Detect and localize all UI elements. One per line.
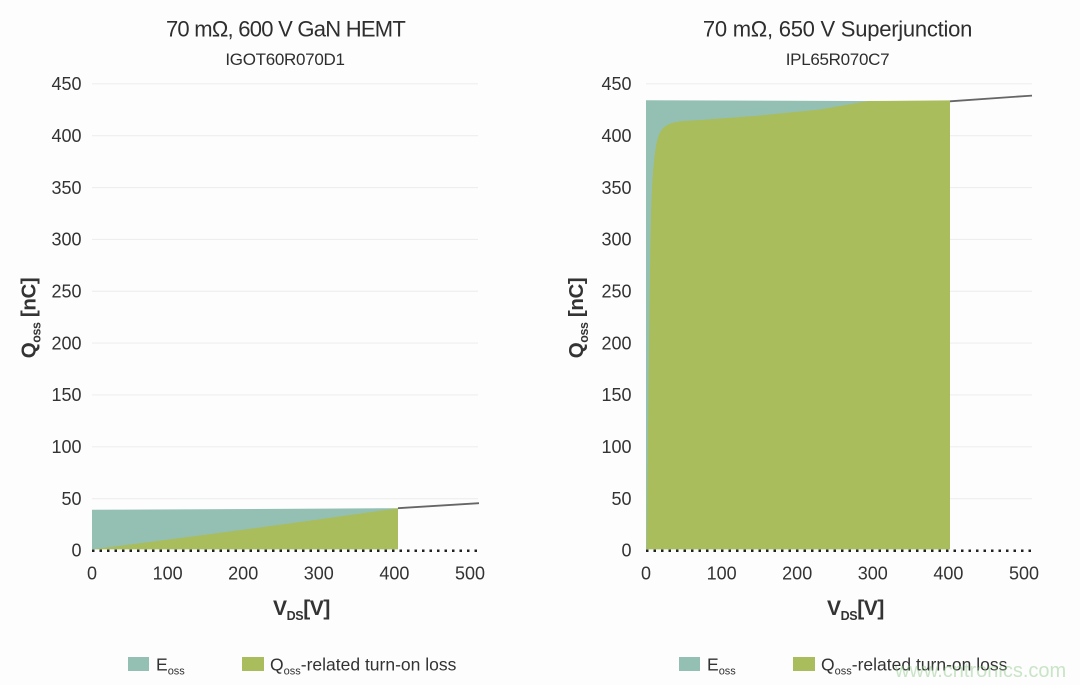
svg-text:150: 150 bbox=[601, 385, 631, 405]
svg-text:100: 100 bbox=[707, 564, 737, 584]
svg-text:200: 200 bbox=[51, 333, 81, 353]
svg-text:50: 50 bbox=[61, 489, 81, 509]
svg-text:0: 0 bbox=[71, 541, 81, 561]
svg-text:450: 450 bbox=[601, 74, 631, 94]
svg-text:0: 0 bbox=[621, 541, 631, 561]
svg-text:400: 400 bbox=[379, 564, 409, 584]
svg-text:250: 250 bbox=[51, 281, 81, 301]
svg-text:300: 300 bbox=[858, 564, 888, 584]
svg-text:100: 100 bbox=[153, 564, 183, 584]
svg-text:400: 400 bbox=[933, 564, 963, 584]
svg-text:300: 300 bbox=[51, 230, 81, 250]
svg-text:500: 500 bbox=[455, 564, 485, 584]
svg-text:Qoss [nC]: Qoss [nC] bbox=[565, 278, 591, 359]
svg-text:400: 400 bbox=[601, 126, 631, 146]
svg-text:70 mΩ, 650 V Superjunction: 70 mΩ, 650 V Superjunction bbox=[703, 17, 972, 42]
svg-text:200: 200 bbox=[228, 564, 258, 584]
svg-text:450: 450 bbox=[51, 74, 81, 94]
svg-text:200: 200 bbox=[601, 333, 631, 353]
svg-text:400: 400 bbox=[51, 126, 81, 146]
svg-text:Qoss [nC]: Qoss [nC] bbox=[18, 278, 44, 359]
svg-text:50: 50 bbox=[611, 489, 631, 509]
svg-text:Qoss-related turn-on loss: Qoss-related turn-on loss bbox=[821, 655, 1008, 678]
svg-text:0: 0 bbox=[641, 564, 651, 584]
svg-text:www.cntronics.com: www.cntronics.com bbox=[894, 660, 1066, 682]
svg-text:200: 200 bbox=[782, 564, 812, 584]
svg-text:350: 350 bbox=[601, 178, 631, 198]
svg-text:150: 150 bbox=[51, 385, 81, 405]
svg-text:100: 100 bbox=[601, 437, 631, 457]
svg-text:Qoss-related turn-on loss: Qoss-related turn-on loss bbox=[270, 655, 457, 678]
svg-text:70 mΩ, 600 V GaN HEMT: 70 mΩ, 600 V GaN HEMT bbox=[166, 17, 405, 42]
svg-text:0: 0 bbox=[87, 564, 97, 584]
svg-text:300: 300 bbox=[304, 564, 334, 584]
svg-text:IPL65R070C7: IPL65R070C7 bbox=[786, 50, 890, 69]
svg-text:100: 100 bbox=[51, 437, 81, 457]
svg-text:500: 500 bbox=[1009, 564, 1039, 584]
svg-text:IGOT60R070D1: IGOT60R070D1 bbox=[225, 50, 344, 69]
svg-text:250: 250 bbox=[601, 281, 631, 301]
svg-text:350: 350 bbox=[51, 178, 81, 198]
svg-text:300: 300 bbox=[601, 230, 631, 250]
